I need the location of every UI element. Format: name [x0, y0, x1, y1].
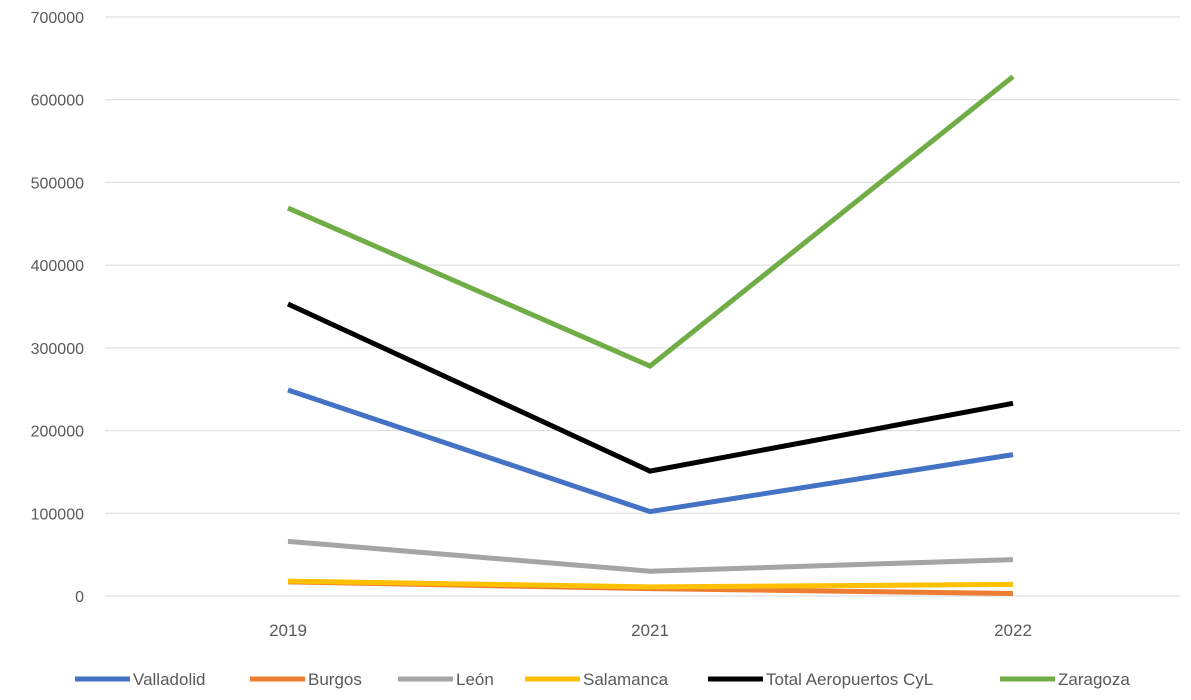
legend-item: Total Aeropuertos CyL [708, 670, 933, 689]
series-line [288, 390, 1013, 512]
legend-label: León [456, 670, 494, 689]
y-tick-label: 400000 [31, 258, 84, 275]
x-tick-label: 2021 [631, 621, 669, 640]
legend-item: Zaragoza [1000, 670, 1130, 689]
legend-label: Total Aeropuertos CyL [766, 670, 933, 689]
legend-item: Valladolid [75, 670, 205, 689]
y-tick-label: 200000 [31, 424, 84, 441]
series-5 [288, 77, 1013, 367]
series-line [288, 304, 1013, 471]
legend-label: Zaragoza [1058, 670, 1130, 689]
legend: Valladolid Burgos León Salamanca Total Aerop… [75, 670, 1130, 689]
x-axis-tick-labels: 2019 2021 2022 [269, 621, 1032, 640]
series-line [288, 541, 1013, 571]
series-0 [288, 390, 1013, 512]
y-tick-label: 0 [75, 589, 84, 606]
x-tick-label: 2019 [269, 621, 307, 640]
y-tick-label: 600000 [31, 93, 84, 110]
legend-item: Salamanca [525, 670, 669, 689]
y-axis-tick-labels: 0 100000 200000 300000 400000 500000 600000 700… [31, 10, 84, 606]
series-4 [288, 304, 1013, 471]
legend-label: Burgos [308, 670, 362, 689]
series-2 [288, 541, 1013, 571]
series-lines [288, 77, 1013, 594]
series-line [288, 77, 1013, 367]
x-tick-label: 2022 [994, 621, 1032, 640]
legend-label: Valladolid [133, 670, 205, 689]
legend-label: Salamanca [583, 670, 669, 689]
y-tick-label: 500000 [31, 175, 84, 192]
legend-item: León [398, 670, 494, 689]
y-tick-label: 300000 [31, 341, 84, 358]
legend-item: Burgos [250, 670, 362, 689]
y-tick-label: 700000 [31, 10, 84, 27]
y-tick-label: 100000 [31, 506, 84, 523]
